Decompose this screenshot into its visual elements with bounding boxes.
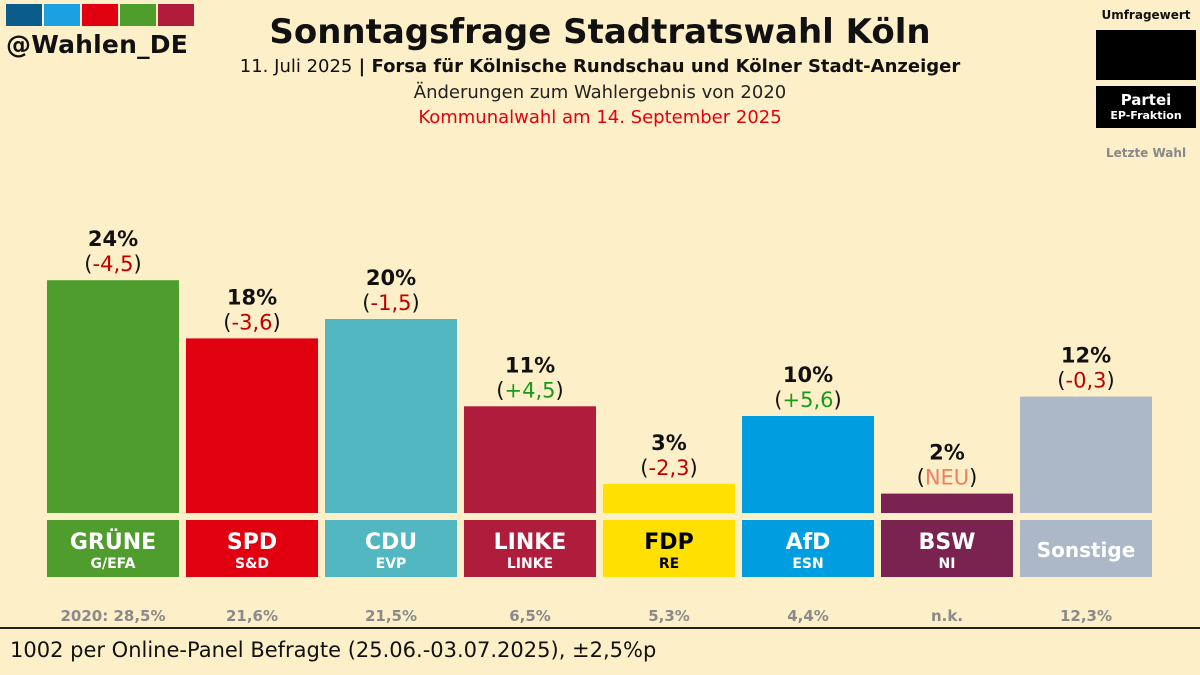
value-label: 3% (651, 431, 687, 455)
account-handle: @Wahlen_DE (6, 30, 189, 59)
party-name: SPD (227, 530, 277, 555)
last-result: 5,3% (648, 607, 690, 625)
logo-block-3 (120, 4, 156, 26)
party-fraktion: EVP (376, 556, 407, 572)
party-fraktion: NI (939, 556, 956, 572)
party-name: Sonstige (1037, 538, 1136, 562)
logo-block-4 (158, 4, 194, 26)
bar-cdu (325, 319, 457, 513)
change-label: (-2,3) (640, 456, 697, 480)
change-label: (-4,5) (84, 252, 141, 276)
last-result: n.k. (931, 607, 963, 625)
footer-note: 1002 per Online-Panel Befragte (25.06.-0… (10, 638, 657, 662)
party-fraktion: LINKE (507, 556, 553, 572)
logo-block-0 (6, 4, 42, 26)
chart-subtitle: 11. Juli 2025 | Forsa für Kölnische Rund… (0, 56, 1200, 77)
chart-title: Sonntagsfrage Stadtratswahl Köln (269, 12, 931, 52)
logo-strip (6, 4, 194, 26)
party-name: BSW (919, 530, 976, 555)
value-label: 12% (1061, 344, 1111, 368)
party-fraktion: RE (659, 556, 679, 572)
last-result: 12,3% (1060, 607, 1112, 625)
value-label: 11% (505, 353, 555, 377)
party-label-box (1020, 520, 1152, 577)
value-label: 2% (929, 441, 965, 465)
last-result: 6,5% (509, 607, 551, 625)
value-label: 10% (783, 363, 833, 387)
change-label: (+5,6) (774, 388, 841, 412)
last-result: 21,5% (365, 607, 417, 625)
legend-party-label: Partei (1120, 91, 1172, 109)
logo-block-2 (82, 4, 118, 26)
party-label-box (742, 520, 874, 577)
legend-last-label: Letzte Wahl (1105, 146, 1187, 160)
change-label: (NEU) (917, 466, 978, 490)
legend-party-box: Partei EP-Fraktion (1096, 86, 1196, 128)
election-note: Kommunalwahl am 14. September 2025 (418, 107, 782, 128)
legend-fraktion-label: EP-Fraktion (1110, 109, 1182, 122)
bar-grüne (47, 280, 179, 513)
footer-divider (0, 627, 1200, 629)
last-result: 4,4% (787, 607, 829, 625)
subtitle-separator: | (352, 56, 372, 77)
bar-spd (186, 338, 318, 513)
value-label: 18% (227, 285, 277, 309)
party-label-box (186, 520, 318, 577)
legend-value-label: Umfragewert (1101, 8, 1191, 22)
change-label: (-3,6) (223, 310, 280, 334)
value-label: 20% (366, 266, 416, 290)
logo-block-1 (44, 4, 80, 26)
last-result: 21,6% (226, 607, 278, 625)
party-fraktion: G/EFA (91, 556, 136, 572)
bar-sonstige (1020, 396, 1152, 513)
last-result: 2020: 28,5% (60, 607, 165, 625)
party-fraktion: S&D (235, 556, 269, 572)
party-label-box (47, 520, 179, 577)
bar-bsw (881, 493, 1013, 513)
party-label-box (603, 520, 735, 577)
change-label: (+4,5) (496, 378, 563, 402)
legend: Umfragewert Partei EP-Fraktion Letzte Wa… (1096, 8, 1196, 160)
change-label: (-1,5) (362, 291, 419, 315)
bar-linke (464, 406, 596, 513)
party-label-box (464, 520, 596, 577)
party-name: GRÜNE (70, 529, 156, 555)
bar-afd (742, 416, 874, 513)
party-name: LINKE (494, 530, 567, 555)
party-name: FDP (644, 530, 693, 555)
poll-date: 11. Juli 2025 (239, 56, 353, 77)
party-name: AfD (786, 530, 831, 555)
bar-fdp (603, 483, 735, 513)
poll-source: Forsa für Kölnische Rundschau und Kölner… (371, 56, 961, 77)
change-label: (-0,3) (1057, 369, 1114, 393)
changes-note: Änderungen zum Wahlergebnis von 2020 (413, 82, 787, 103)
party-name: CDU (365, 530, 417, 555)
party-fraktion: ESN (792, 556, 823, 572)
party-label-box (325, 520, 457, 577)
legend-value-box (1096, 30, 1196, 80)
value-label: 24% (88, 227, 138, 251)
party-label-box (881, 520, 1013, 577)
